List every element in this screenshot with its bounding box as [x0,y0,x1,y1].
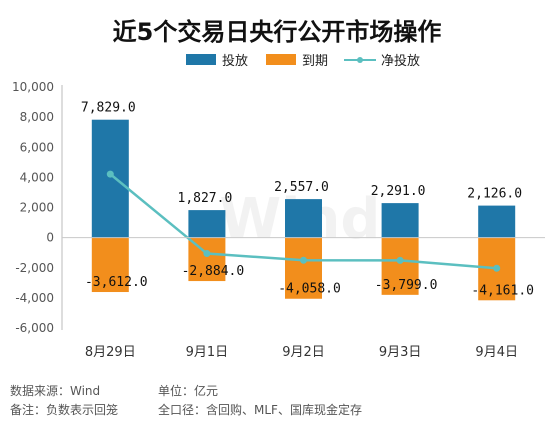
y-tick-label: 10,000 [12,80,54,94]
x-tick-label: 9月2日 [282,345,325,360]
data-label-release: 2,557.0 [274,180,329,195]
bar-release [381,203,419,238]
data-label-release: 2,291.0 [371,184,426,199]
x-tick-label: 9月4日 [475,345,518,360]
data-label-release: 2,126.0 [467,187,522,202]
data-label-maturity: -4,161.0 [471,283,534,298]
y-tick-label: 0 [46,231,54,245]
y-tick-label: 2,000 [20,201,54,215]
data-label-maturity: -3,612.0 [85,275,148,290]
y-tick-label: -2,000 [15,261,54,275]
net-point [493,264,501,272]
legend-label-maturity: 到期 [302,54,328,69]
chart-title: 近5个交易日央行公开市场操作 [113,18,442,46]
legend: 投放 到期 净投放 [186,53,420,69]
x-tick-label: 9月1日 [186,345,229,360]
data-labels: 7,829.0 -3,612.0 1,827.0 -2,884.0 2,557.0 -4,… [81,101,534,299]
net-line-series [106,170,501,272]
legend-label-release: 投放 [222,53,248,69]
footer-source: 数据来源：Wind [10,383,100,398]
bar-maturity [285,237,322,299]
bar-release [285,199,322,238]
footer-unit: 单位：亿元 [158,383,218,398]
net-point [300,256,307,264]
data-label-maturity: -3,799.0 [375,278,438,293]
y-tick-label: -4,000 [15,291,54,305]
y-axis: 10,000 8,000 6,000 4,000 2,000 0 -2,000 -4,000 -… [12,80,63,335]
y-tick-label: -6,000 [15,321,54,335]
y-tick-label: 4,000 [20,170,54,184]
bar-release [478,205,516,238]
net-point [396,256,404,264]
bars [91,119,516,301]
data-label-maturity: -2,884.0 [182,264,245,279]
bar-maturity [91,237,129,293]
x-tick-label: 8月29日 [85,345,136,360]
legend-marker-net [357,57,363,63]
legend-swatch-maturity [266,54,296,65]
data-label-maturity: -4,058.0 [278,282,341,297]
net-point [106,170,114,178]
footer-scope: 全口径：含回购、MLF、国库现金定存 [158,402,362,417]
footer-note: 备注：负数表示回笼 [10,402,118,417]
x-tick-label: 9月3日 [379,345,422,360]
footer: 数据来源：Wind 单位：亿元 备注：负数表示回笼 全口径：含回购、MLF、国库… [10,383,362,417]
data-label-release: 1,827.0 [178,191,233,206]
bar-maturity [381,237,419,295]
y-tick-label: 8,000 [20,110,54,124]
net-point [203,250,211,258]
data-label-release: 7,829.0 [81,101,136,116]
legend-label-net: 净投放 [381,53,420,69]
y-tick-label: 6,000 [20,140,54,154]
bar-release [188,210,226,238]
x-axis: 8月29日 9月1日 9月2日 9月3日 9月4日 [62,237,545,360]
legend-swatch-release [186,54,216,65]
bar-release [91,119,129,238]
